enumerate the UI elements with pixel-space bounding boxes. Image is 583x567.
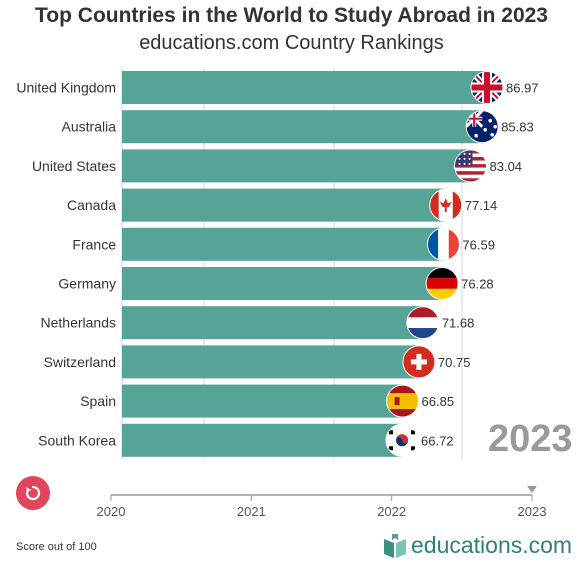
brand-name: educations.com <box>411 532 573 558</box>
bar-netherlands <box>122 306 423 340</box>
timeline-tick-label[interactable]: 2020 <box>97 504 126 519</box>
value-label: 76.59 <box>462 237 495 252</box>
spain-flag-icon <box>386 384 420 418</box>
category-label: Netherlands <box>41 315 117 331</box>
category-label: South Korea <box>38 432 116 448</box>
bar-united-kingdom <box>122 71 487 104</box>
bar-germany <box>122 267 443 300</box>
timeline-tick-label[interactable]: 2021 <box>237 504 266 519</box>
value-label: 85.83 <box>501 120 534 135</box>
bar-france <box>122 227 444 261</box>
category-label: United Kingdom <box>16 80 116 96</box>
book-logo-icon <box>384 534 406 558</box>
us-flag-icon <box>454 149 488 183</box>
category-label: Canada <box>67 197 116 213</box>
value-label: 70.75 <box>438 355 471 370</box>
timeline-tick-label[interactable]: 2023 <box>518 504 547 519</box>
category-label: Australia <box>62 119 117 135</box>
replay-button[interactable] <box>16 476 50 510</box>
category-label: Spain <box>80 393 116 409</box>
value-label: 76.28 <box>461 277 494 292</box>
bar-canada <box>122 188 446 222</box>
category-label: Switzerland <box>44 354 116 370</box>
value-label: 71.68 <box>442 316 475 331</box>
score-footnote: Score out of 100 <box>16 541 97 553</box>
germany-flag-icon <box>425 267 459 300</box>
value-label: 66.85 <box>422 394 455 409</box>
category-label: France <box>72 236 116 252</box>
category-label: United States <box>32 158 116 174</box>
netherlands-flag-icon <box>406 306 440 340</box>
australia-flag-icon <box>465 110 499 144</box>
bar-south-korea <box>122 423 403 457</box>
value-label: 86.97 <box>506 81 539 96</box>
bar-australia <box>122 110 483 144</box>
canada-flag-icon <box>429 188 463 222</box>
france-flag-icon <box>426 227 460 261</box>
south-korea-flag-icon <box>385 423 419 457</box>
bar-switzerland <box>122 345 419 379</box>
uk-flag-icon <box>470 71 504 104</box>
bar-spain <box>122 384 403 418</box>
category-label: Germany <box>58 276 116 292</box>
replay-icon <box>25 485 41 501</box>
value-label: 77.14 <box>465 198 498 213</box>
timeline-handle[interactable] <box>527 486 537 493</box>
chart-subtitle: educations.com Country Rankings <box>139 32 444 54</box>
switzerland-flag-icon <box>402 345 436 379</box>
chart-title: Top Countries in the World to Study Abro… <box>35 4 548 27</box>
bar-united-states <box>122 149 471 183</box>
current-year-label: 2023 <box>488 418 573 460</box>
timeline-tick-label[interactable]: 2022 <box>377 504 406 519</box>
value-label: 83.04 <box>490 159 523 174</box>
value-label: 66.72 <box>421 433 454 448</box>
